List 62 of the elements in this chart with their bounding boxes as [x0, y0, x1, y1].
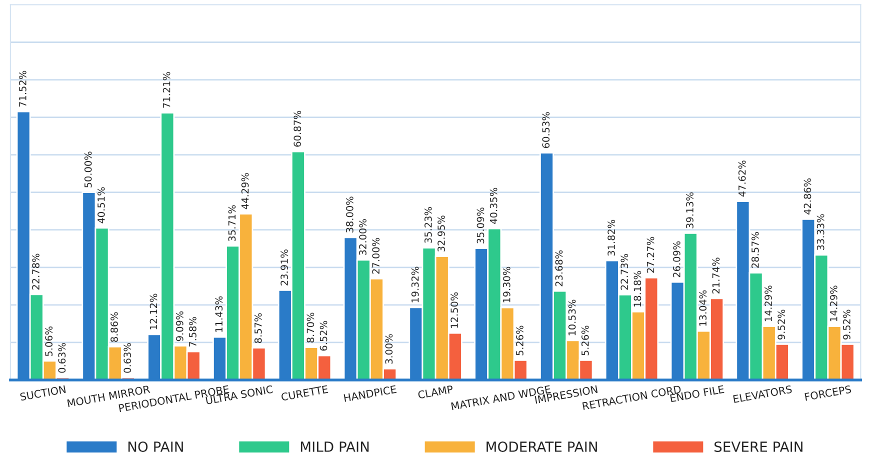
data-label: 8.57%	[254, 313, 262, 343]
data-label: 11.43%	[215, 296, 223, 332]
data-label: 31.82%	[608, 220, 615, 256]
data-label: 14.29%	[764, 286, 772, 322]
x-tick-label: CURETTE	[280, 385, 328, 401]
data-label: 7.58%	[189, 317, 196, 347]
data-label: 9.52%	[843, 310, 850, 340]
data-label: 9.52%	[778, 310, 786, 340]
data-label: 13.04%	[699, 290, 707, 326]
data-label: 42.86%	[804, 178, 812, 214]
data-label: 12.12%	[150, 294, 158, 330]
data-label: 9.09%	[176, 311, 184, 342]
x-tick-label: CLAMP	[418, 385, 454, 399]
data-label: 23.68%	[555, 250, 563, 286]
x-tick-label: SUCTION	[20, 385, 66, 401]
data-label: 8.86%	[110, 312, 118, 342]
data-label: 35.23%	[424, 207, 432, 243]
data-label: 27.00%	[372, 238, 380, 274]
data-label: 6.52%	[320, 320, 328, 351]
data-label: 33.33%	[816, 214, 824, 250]
legend-label: SEVERE PAIN	[714, 441, 802, 452]
data-label: 22.73%	[620, 254, 628, 290]
data-label: 10.53%	[568, 300, 576, 336]
data-label: 60.87%	[294, 110, 302, 147]
data-label: 21.74%	[712, 258, 720, 294]
x-tick-label: HANDPICE	[344, 385, 397, 402]
data-label: 38.00%	[346, 196, 354, 232]
data-label: 3.00%	[385, 334, 393, 364]
data-label: 0.63%	[124, 343, 132, 373]
data-label: 14.29%	[830, 286, 838, 322]
data-label: 39.13%	[686, 192, 694, 228]
data-label: 5.26%	[581, 326, 589, 356]
legend-label: NO PAIN	[128, 441, 183, 452]
data-label: 44.29%	[241, 173, 249, 210]
data-label: 19.30%	[502, 266, 510, 302]
data-label: 19.32%	[411, 266, 419, 302]
data-label: 12.50%	[450, 292, 458, 328]
data-label: 0.63%	[58, 343, 66, 373]
data-label: 40.51%	[97, 187, 105, 224]
data-label: 27.27%	[646, 236, 654, 273]
data-label: 32.95%	[438, 216, 445, 252]
data-label: 71.21%	[162, 72, 170, 108]
x-tick-label: FORCEPS	[804, 385, 852, 401]
data-label: 32.00%	[359, 219, 366, 255]
legend-label: MODERATE PAIN	[486, 441, 597, 452]
data-label: 35.71%	[228, 205, 236, 242]
data-label: 5.06%	[45, 326, 53, 356]
data-label: 60.53%	[542, 112, 550, 148]
data-label: 35.09%	[476, 208, 484, 244]
data-label: 40.35%	[490, 188, 498, 224]
data-label: 5.26%	[516, 326, 524, 356]
data-label: 47.62%	[738, 160, 746, 197]
data-label: 18.18%	[634, 271, 642, 307]
data-label: 22.78%	[32, 254, 40, 290]
data-label: 28.57%	[751, 232, 759, 268]
data-label: 71.52%	[19, 70, 26, 107]
data-label: 23.91%	[280, 250, 288, 286]
data-label: 26.09%	[673, 241, 680, 278]
data-label: 50.00%	[84, 152, 92, 188]
data-label: 8.70%	[306, 312, 314, 342]
x-tick-label: ELEVATORS	[733, 385, 792, 404]
legend-label: MILD PAIN	[300, 442, 369, 452]
